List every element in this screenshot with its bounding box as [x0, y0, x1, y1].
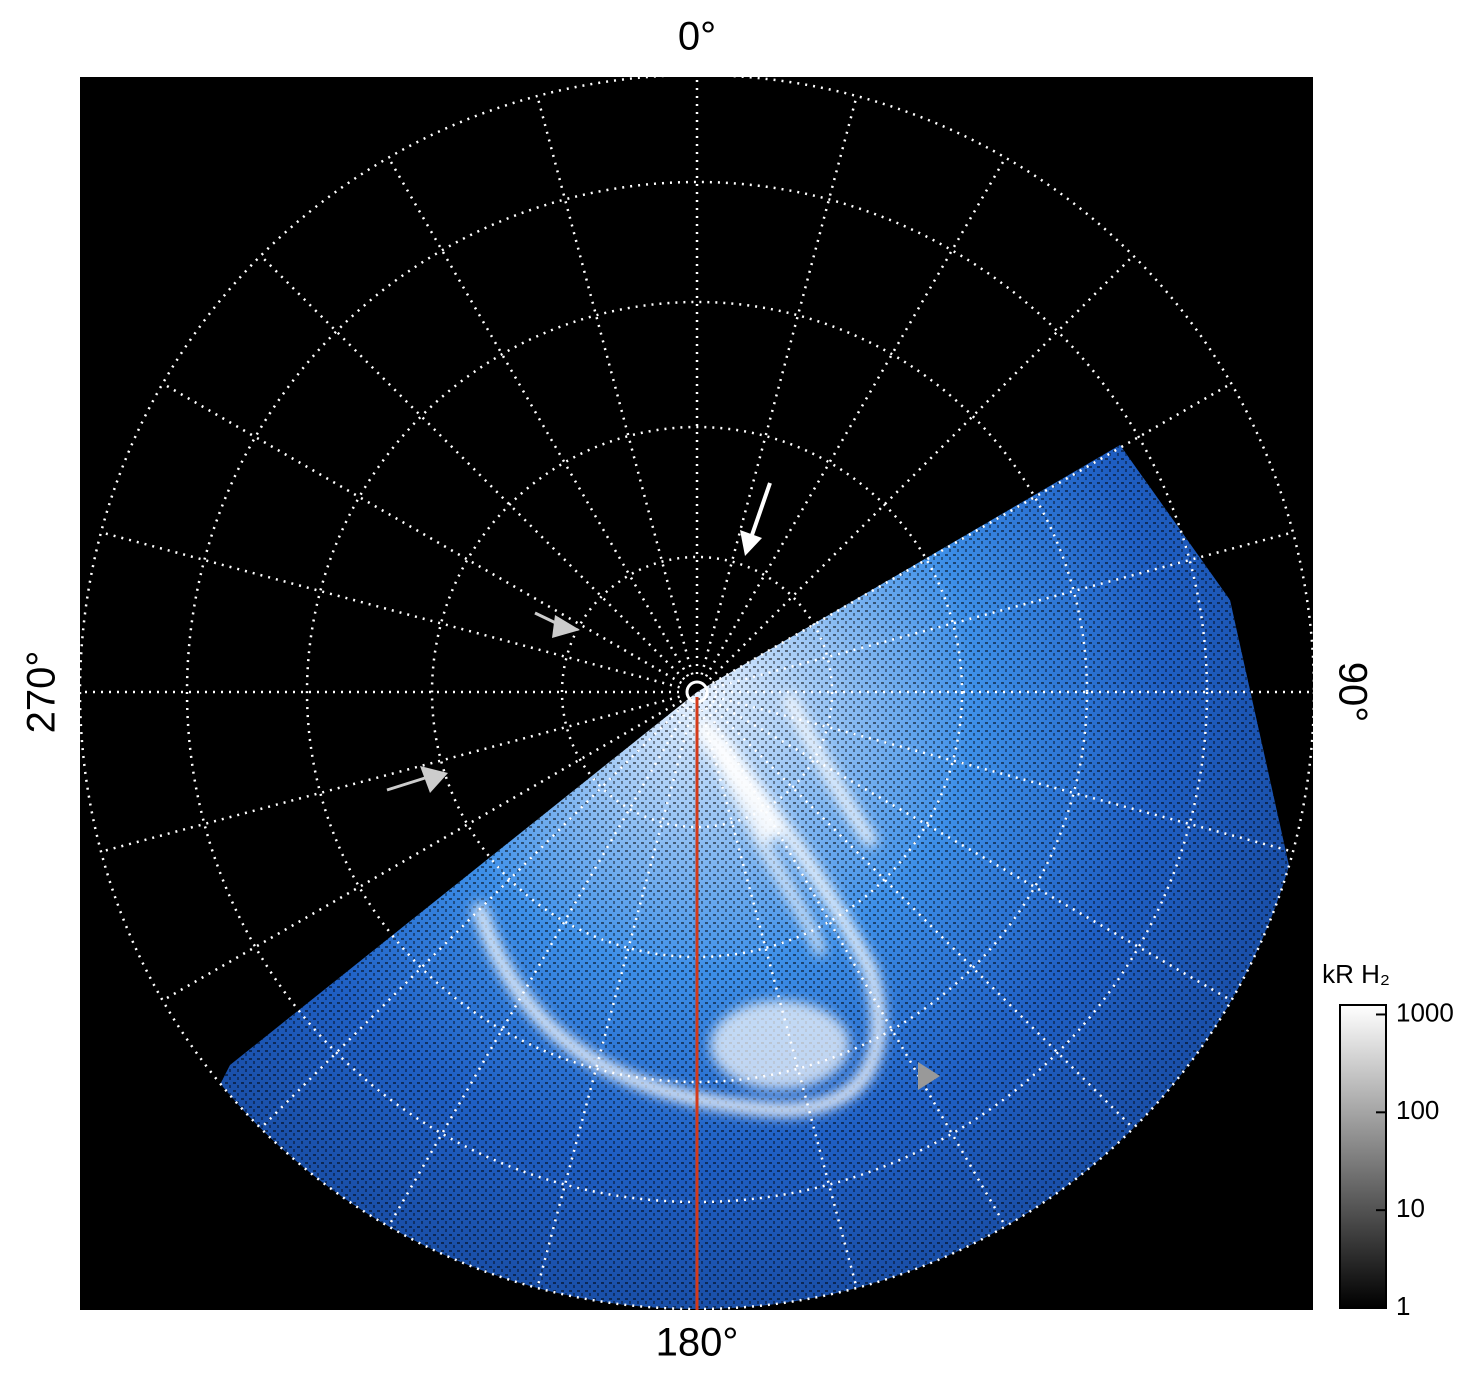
theta-tick-label: 0° [678, 15, 716, 59]
colorbar-tick-label: 1 [1396, 1291, 1410, 1321]
colorbar-tick-label: 10 [1396, 1193, 1425, 1223]
theta-tick-label: 180° [656, 1321, 739, 1365]
latitude-ring [560, 555, 834, 829]
colorbar [1339, 1004, 1387, 1309]
theta-tick-label: 90° [1330, 662, 1374, 723]
aurora-image [100, 445, 1290, 1309]
colorbar-label: kR H₂ [1322, 959, 1390, 989]
colorbar-tick-label: 1000 [1396, 997, 1454, 1027]
theta-tick-label: 270° [20, 651, 64, 734]
latitude-ring [305, 300, 1089, 1084]
arrows [386, 482, 940, 1090]
colorbar-tick-label: 100 [1396, 1095, 1439, 1125]
